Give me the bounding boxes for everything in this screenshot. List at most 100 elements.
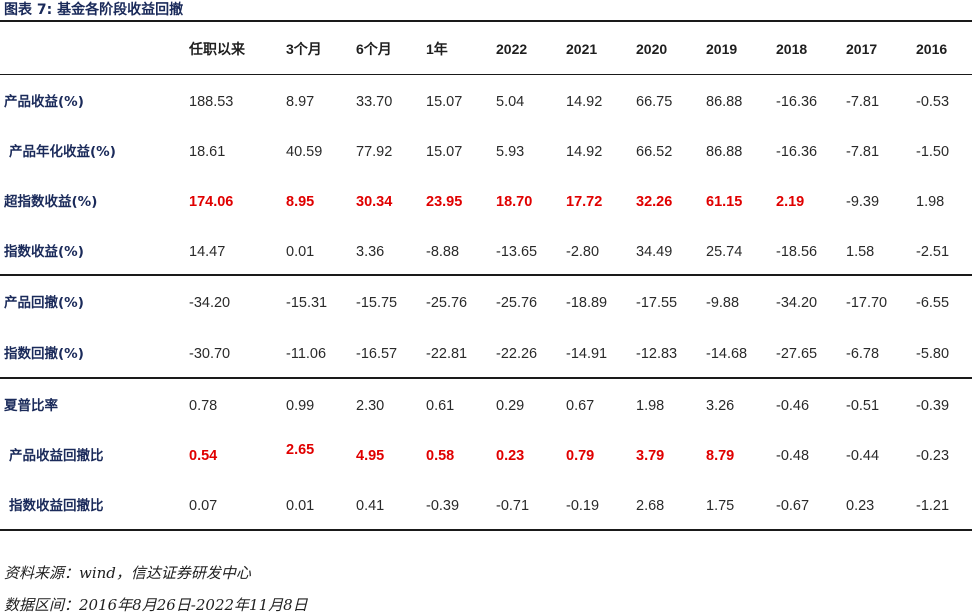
- table-cell: -15.75: [356, 295, 398, 311]
- table-cell: -22.81: [426, 346, 468, 362]
- table-cell-highlight: 61.15: [706, 194, 743, 210]
- table-cell: 5.93: [496, 144, 525, 160]
- row-label: 产品回撤(%): [4, 295, 84, 311]
- column-header: 2019: [706, 41, 738, 57]
- table-cell: 1.58: [846, 244, 875, 260]
- table-cell: 33.70: [356, 94, 393, 110]
- table-title: 图表 7: 基金各阶段收益回撤: [4, 2, 184, 18]
- group-rule-1: [0, 274, 972, 276]
- table-cell: 0.23: [846, 498, 875, 514]
- table-cell: -0.71: [496, 498, 530, 514]
- table-cell-highlight: 0.58: [426, 448, 455, 464]
- table-cell: 66.52: [636, 144, 673, 160]
- table-cell: -16.57: [356, 346, 398, 362]
- table-cell: 66.75: [636, 94, 673, 110]
- table-cell: -11.06: [286, 346, 327, 362]
- table-cell: 1.98: [636, 398, 665, 414]
- table-cell: -0.23: [916, 448, 950, 464]
- table-cell: -18.56: [776, 244, 818, 260]
- table-cell: 1.98: [916, 194, 945, 210]
- table-cell: -27.65: [776, 346, 818, 362]
- footer-source: 资料来源：wind，信达证券研发中心: [4, 564, 251, 582]
- table-cell: -2.51: [916, 244, 950, 260]
- table-cell: 1.75: [706, 498, 735, 514]
- table-cell: -0.53: [916, 94, 950, 110]
- row-label: 产品年化收益(%): [9, 144, 116, 160]
- table-cell: -7.81: [846, 144, 880, 160]
- table-cell: 77.92: [356, 144, 393, 160]
- table-cell: -15.31: [286, 295, 328, 311]
- table-cell: 3.36: [356, 244, 385, 260]
- table-cell: 14.92: [566, 94, 603, 110]
- table-cell: -0.19: [566, 498, 600, 514]
- table-cell: -18.89: [566, 295, 608, 311]
- table-cell: -17.70: [846, 295, 888, 311]
- table-cell: -0.39: [426, 498, 460, 514]
- table-cell-highlight: 174.06: [189, 194, 234, 210]
- table-cell: 14.92: [566, 144, 603, 160]
- table-cell-highlight: 8.79: [706, 448, 735, 464]
- table-cell: -25.76: [496, 295, 538, 311]
- table-cell: 2.30: [356, 398, 385, 414]
- table-cell: 0.07: [189, 498, 218, 514]
- table-cell: -17.55: [636, 295, 678, 311]
- table-cell: -0.67: [776, 498, 810, 514]
- table-cell-highlight: 17.72: [566, 194, 603, 210]
- column-header: 2018: [776, 41, 808, 57]
- row-label: 超指数收益(%): [4, 194, 98, 210]
- table-cell: 188.53: [189, 94, 234, 110]
- table-cell: 0.41: [356, 498, 385, 514]
- table-cell: 0.67: [566, 398, 595, 414]
- column-header: 2022: [496, 41, 528, 57]
- table-cell: 15.07: [426, 94, 463, 110]
- bottom-rule: [0, 529, 972, 531]
- table-cell-highlight: 30.34: [356, 194, 393, 210]
- column-header: 2016: [916, 41, 948, 57]
- table-cell: -6.55: [916, 295, 950, 311]
- table-cell: 86.88: [706, 144, 743, 160]
- table-cell: -14.91: [566, 346, 608, 362]
- table-cell: 0.29: [496, 398, 525, 414]
- table-cell: -30.70: [189, 346, 231, 362]
- table-cell: 5.04: [496, 94, 525, 110]
- row-label: 夏普比率: [4, 398, 58, 414]
- table-cell: -1.50: [916, 144, 950, 160]
- table-cell: -13.65: [496, 244, 538, 260]
- table-cell: -25.76: [426, 295, 468, 311]
- table-cell: -2.80: [566, 244, 600, 260]
- table-cell-highlight: 2.65: [286, 442, 315, 458]
- column-header: 2020: [636, 41, 668, 57]
- row-label: 指数回撤(%): [4, 346, 84, 362]
- table-cell: -9.39: [846, 194, 880, 210]
- table-cell: -16.36: [776, 94, 818, 110]
- table-cell-highlight: 0.23: [496, 448, 525, 464]
- table-cell: -9.88: [706, 295, 740, 311]
- table-cell: -0.51: [846, 398, 880, 414]
- row-label: 产品收益(%): [4, 94, 84, 110]
- table-cell: -0.39: [916, 398, 950, 414]
- table-cell-highlight: 18.70: [496, 194, 533, 210]
- table-cell: -0.48: [776, 448, 810, 464]
- table-cell: -6.78: [846, 346, 880, 362]
- row-label: 指数收益(%): [4, 244, 84, 260]
- table-cell: 15.07: [426, 144, 463, 160]
- column-header: 3个月: [286, 41, 322, 57]
- table-cell: -12.83: [636, 346, 678, 362]
- table-cell-highlight: 2.19: [776, 194, 805, 210]
- table-cell: -8.88: [426, 244, 460, 260]
- table-cell: 0.78: [189, 398, 218, 414]
- header-rule: [0, 74, 972, 75]
- table-cell: -7.81: [846, 94, 880, 110]
- column-header: 6个月: [356, 41, 392, 57]
- table-cell: 86.88: [706, 94, 743, 110]
- table-cell: -14.68: [706, 346, 748, 362]
- row-label: 指数收益回撤比: [9, 498, 104, 514]
- column-header: 任职以来: [189, 41, 245, 57]
- table-cell: -1.21: [916, 498, 950, 514]
- table-cell: 0.01: [286, 498, 315, 514]
- footer-period: 数据区间：2016年8月26日-2022年11月8日: [4, 596, 308, 614]
- table-cell-highlight: 32.26: [636, 194, 673, 210]
- table-cell-highlight: 3.79: [636, 448, 665, 464]
- table-cell: 0.01: [286, 244, 315, 260]
- table-cell: 8.97: [286, 94, 315, 110]
